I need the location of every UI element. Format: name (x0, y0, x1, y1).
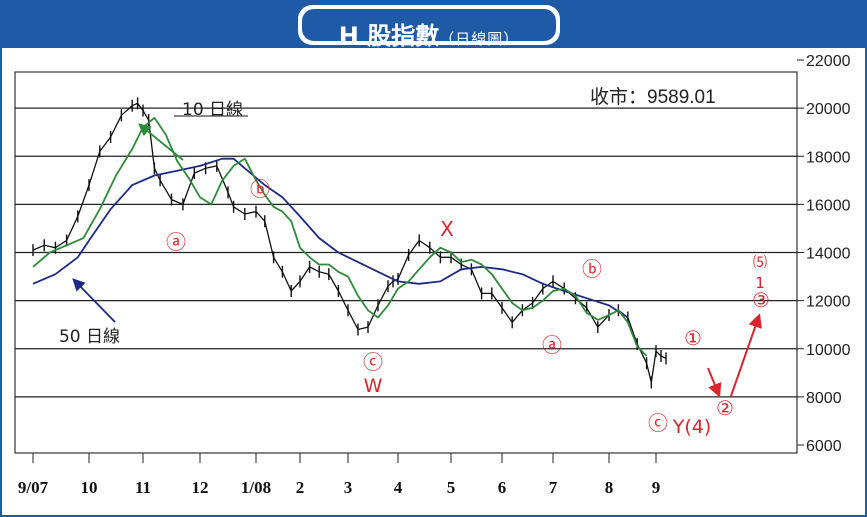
annotation-6: X (440, 217, 454, 241)
series-line-0 (32, 116, 648, 357)
y-tick-label-16000: 16000 (806, 197, 851, 214)
annotation-12: ② (716, 396, 734, 420)
wave-3-arrow (730, 313, 762, 397)
annotation-9: ⓒ (648, 411, 668, 435)
x-tick-label-5: 2 (296, 478, 305, 497)
wave-2-arrow (707, 367, 722, 398)
annotation-11: ① (684, 326, 702, 350)
x-tick-label-2: 11 (135, 478, 151, 497)
annotation-5: W (364, 375, 383, 397)
annotation-4: ⓒ (363, 350, 383, 374)
chart-title-main: H 股指數 (338, 22, 440, 50)
series-line-2 (32, 102, 667, 384)
y-tick-label-14000: 14000 (806, 246, 851, 263)
x-tick-label-4: 1/08 (241, 478, 271, 497)
y-tick-label-22000: 22000 (806, 53, 851, 70)
x-tick-label-11: 8 (605, 478, 614, 497)
annotation-0: 10 日線 (182, 100, 243, 120)
chart-title: H 股指數（日線圖） (302, 16, 556, 51)
ma10-pointer-arrow (138, 123, 184, 161)
ma50-pointer-arrow (72, 278, 116, 323)
chart-title-sub: （日線圖） (439, 30, 520, 48)
title-tab-inner: H 股指數（日線圖） (302, 9, 556, 50)
y-tick-label-18000: 18000 (806, 149, 851, 166)
y-tick-label-8000: 8000 (806, 390, 842, 407)
annotation-14: 1 (755, 274, 765, 292)
x-tick-label-8: 5 (447, 478, 456, 497)
annotation-8: ⓑ (582, 257, 602, 281)
x-tick-label-6: 3 (344, 478, 353, 497)
x-tick-label-3: 12 (192, 478, 209, 497)
annotation-3: ⓑ (250, 177, 270, 201)
close-label: 收市：9589.01 (590, 86, 716, 108)
plot-area (14, 71, 798, 454)
title-bar: H 股指數（日線圖） (2, 2, 865, 50)
x-tick-label-0: 9/07 (18, 478, 49, 497)
x-tick-label-1: 10 (81, 478, 98, 497)
title-tab: H 股指數（日線圖） (298, 5, 560, 50)
annotation-1: 50 日線 (59, 327, 120, 347)
annotation-13: ⑸ (753, 255, 767, 271)
y-tick-label-12000: 12000 (806, 294, 851, 311)
x-tick-label-7: 4 (394, 478, 403, 497)
x-tick-label-12: 9 (652, 478, 661, 497)
annotation-10: Y(4) (672, 416, 712, 438)
x-tick-label-9: 6 (498, 478, 507, 497)
series-line-1 (32, 157, 629, 319)
annotation-7: ⓐ (542, 333, 562, 357)
annotation-15: ③ (752, 288, 770, 312)
y-tick-label-20000: 20000 (806, 101, 851, 118)
y-tick-label-10000: 10000 (806, 342, 851, 359)
x-tick-label-10: 7 (549, 478, 558, 497)
y-tick-label-6000: 6000 (806, 438, 842, 455)
annotation-2: ⓐ (166, 230, 186, 254)
